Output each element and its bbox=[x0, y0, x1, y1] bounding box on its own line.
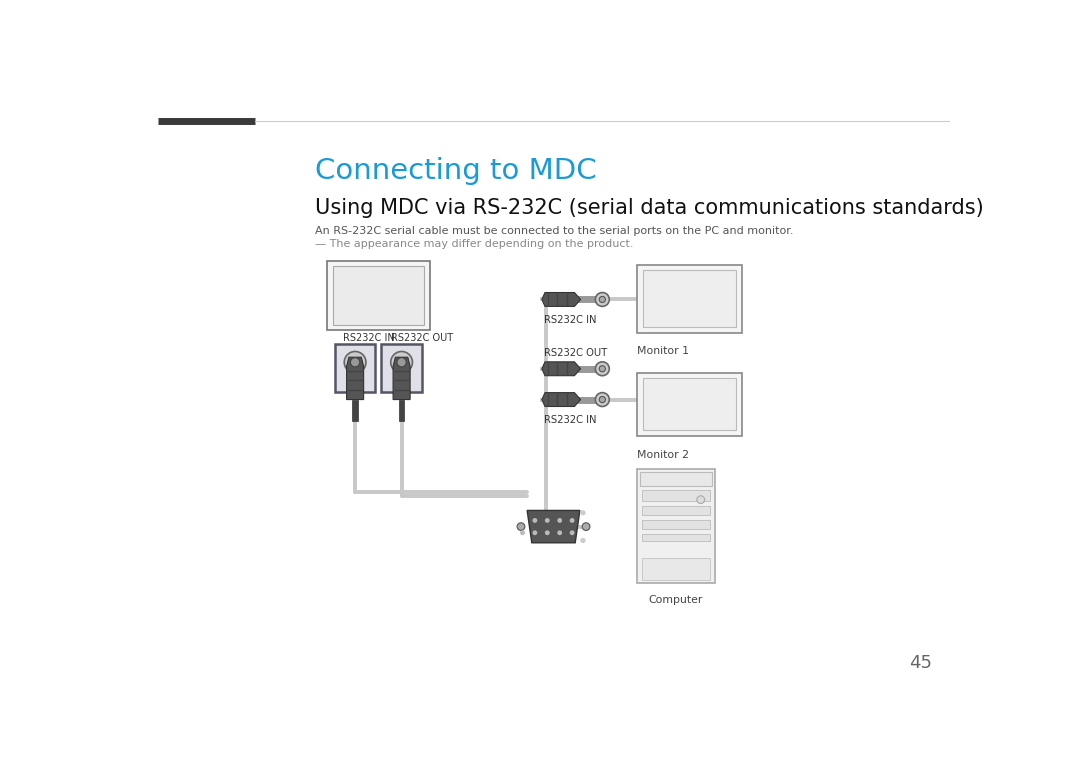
Text: Connecting to MDC: Connecting to MDC bbox=[314, 157, 596, 185]
Circle shape bbox=[521, 531, 524, 534]
FancyBboxPatch shape bbox=[642, 506, 710, 515]
FancyBboxPatch shape bbox=[335, 344, 375, 392]
FancyBboxPatch shape bbox=[642, 491, 710, 501]
FancyBboxPatch shape bbox=[637, 265, 742, 333]
Polygon shape bbox=[542, 393, 581, 407]
Circle shape bbox=[581, 539, 585, 542]
FancyBboxPatch shape bbox=[333, 266, 424, 325]
Circle shape bbox=[599, 365, 606, 372]
Circle shape bbox=[570, 531, 573, 534]
FancyBboxPatch shape bbox=[327, 261, 430, 330]
Circle shape bbox=[545, 531, 549, 534]
Circle shape bbox=[517, 523, 525, 530]
Polygon shape bbox=[542, 292, 581, 307]
Circle shape bbox=[570, 519, 573, 522]
Circle shape bbox=[599, 397, 606, 403]
Text: RS232C OUT: RS232C OUT bbox=[544, 348, 607, 358]
Circle shape bbox=[599, 296, 606, 303]
Text: RS232C IN: RS232C IN bbox=[544, 315, 597, 325]
FancyBboxPatch shape bbox=[399, 400, 404, 421]
Polygon shape bbox=[347, 357, 364, 400]
Circle shape bbox=[595, 292, 609, 307]
Text: Computer: Computer bbox=[649, 595, 703, 605]
FancyBboxPatch shape bbox=[637, 372, 742, 436]
FancyBboxPatch shape bbox=[640, 472, 712, 486]
Text: RS232C OUT: RS232C OUT bbox=[391, 333, 453, 343]
Circle shape bbox=[350, 358, 360, 367]
FancyBboxPatch shape bbox=[352, 400, 357, 421]
Text: Monitor 1: Monitor 1 bbox=[637, 346, 689, 356]
Circle shape bbox=[534, 519, 537, 522]
Circle shape bbox=[545, 519, 549, 522]
Text: Using MDC via RS-232C (serial data communications standards): Using MDC via RS-232C (serial data commu… bbox=[314, 198, 984, 217]
Circle shape bbox=[697, 496, 704, 504]
Text: — The appearance may differ depending on the product.: — The appearance may differ depending on… bbox=[314, 240, 633, 250]
Polygon shape bbox=[393, 357, 410, 400]
Polygon shape bbox=[527, 510, 580, 542]
Circle shape bbox=[345, 352, 366, 373]
FancyBboxPatch shape bbox=[642, 559, 710, 580]
Text: RS232C IN: RS232C IN bbox=[342, 333, 394, 343]
Polygon shape bbox=[542, 362, 581, 375]
Circle shape bbox=[558, 531, 562, 534]
Circle shape bbox=[582, 523, 590, 530]
Text: RS232C IN: RS232C IN bbox=[544, 415, 597, 425]
Circle shape bbox=[581, 510, 585, 515]
FancyBboxPatch shape bbox=[643, 270, 737, 327]
FancyBboxPatch shape bbox=[643, 378, 737, 430]
Circle shape bbox=[391, 352, 413, 373]
FancyBboxPatch shape bbox=[642, 533, 710, 541]
FancyBboxPatch shape bbox=[637, 468, 715, 583]
Text: Monitor 2: Monitor 2 bbox=[637, 449, 689, 459]
Circle shape bbox=[397, 358, 406, 367]
Circle shape bbox=[534, 531, 537, 534]
Circle shape bbox=[595, 362, 609, 375]
Circle shape bbox=[558, 519, 562, 522]
Circle shape bbox=[595, 393, 609, 407]
FancyBboxPatch shape bbox=[642, 520, 710, 529]
Text: 45: 45 bbox=[908, 654, 932, 671]
FancyBboxPatch shape bbox=[381, 344, 422, 392]
Text: An RS-232C serial cable must be connected to the serial ports on the PC and moni: An RS-232C serial cable must be connecte… bbox=[314, 227, 794, 237]
